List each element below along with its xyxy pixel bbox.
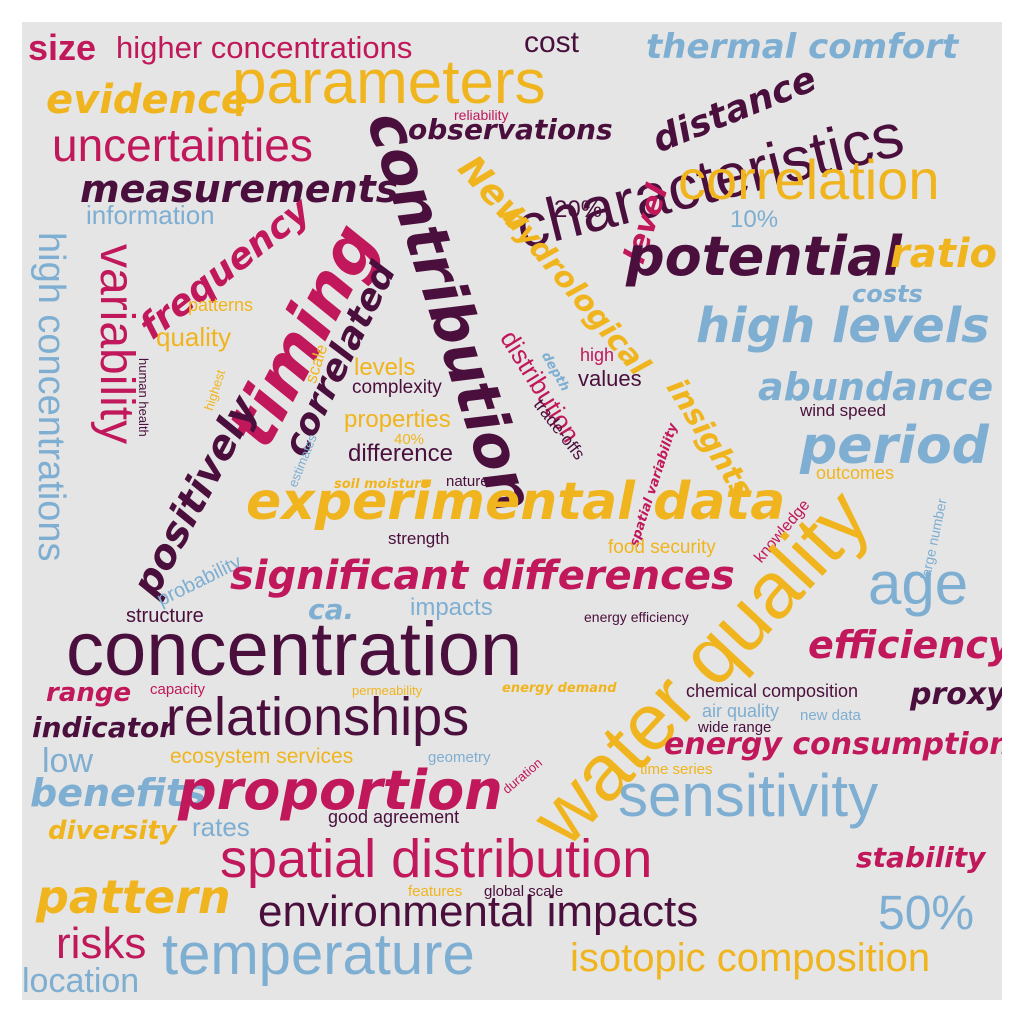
- word-information: information: [86, 202, 215, 228]
- word-relationships: relationships: [166, 690, 469, 744]
- word-diversity: diversity: [48, 818, 177, 844]
- word-high-levels: high levels: [696, 302, 990, 350]
- word-complexity: complexity: [352, 378, 442, 397]
- word-efficiency: efficiency: [808, 626, 1002, 664]
- word-ratio: ratio: [890, 234, 997, 274]
- word-potential: potential: [626, 230, 902, 284]
- word-quality: quality: [156, 324, 231, 350]
- word-difference: difference: [348, 442, 453, 466]
- word-strength: strength: [388, 530, 449, 547]
- word-properties: properties: [344, 408, 451, 432]
- word-age: age: [868, 554, 968, 614]
- word-correlation: correlation: [678, 152, 939, 208]
- word-temperature: temperature: [162, 926, 475, 984]
- word-pct-20: 20%: [554, 198, 602, 222]
- word-pct-50: 50%: [878, 890, 974, 938]
- word-good-agreement: good agreement: [328, 808, 459, 826]
- word-human-health: human health: [137, 358, 150, 437]
- word-energy-consumption: energy consumption: [664, 730, 1002, 760]
- word-spatial-distribution: spatial distribution: [220, 832, 652, 886]
- word-air-quality: air quality: [702, 702, 779, 720]
- word-evidence: evidence: [46, 80, 248, 120]
- word-proxy: proxy: [910, 680, 1002, 710]
- word-size: size: [28, 30, 96, 66]
- word-chemical-composition: chemical composition: [686, 682, 858, 700]
- word-parameters: parameters: [232, 52, 546, 114]
- word-sensitivity: sensitivity: [618, 766, 878, 826]
- word-range: range: [46, 680, 131, 706]
- word-stability: stability: [856, 844, 985, 872]
- word-risks: risks: [56, 922, 146, 966]
- word-high: high: [580, 346, 614, 364]
- word-isotopic-composition: isotopic composition: [570, 938, 930, 978]
- word-energy-efficiency: energy efficiency: [584, 610, 689, 624]
- word-thermal-comfort: thermal comfort: [646, 30, 958, 64]
- word-energy-demand: energy demand: [502, 682, 617, 695]
- word-concentration: concentration: [66, 612, 522, 688]
- word-new-data: new data: [800, 708, 861, 723]
- word-indicator: indicator: [32, 714, 173, 742]
- word-patterns: patterns: [188, 296, 253, 314]
- word-cloud: size higher concentrations cost thermal …: [22, 22, 1002, 1000]
- word-high-concentrations: high concentrations: [32, 232, 70, 562]
- word-pattern: pattern: [36, 874, 231, 920]
- word-significant-differences: significant differences: [230, 556, 735, 596]
- word-values: values: [578, 368, 642, 390]
- word-observations: observations: [408, 116, 613, 144]
- word-uncertainties: uncertainties: [52, 122, 313, 168]
- word-experimental-data: experimental data: [246, 476, 785, 528]
- word-location: location: [22, 964, 139, 998]
- word-variability: variability: [92, 244, 140, 444]
